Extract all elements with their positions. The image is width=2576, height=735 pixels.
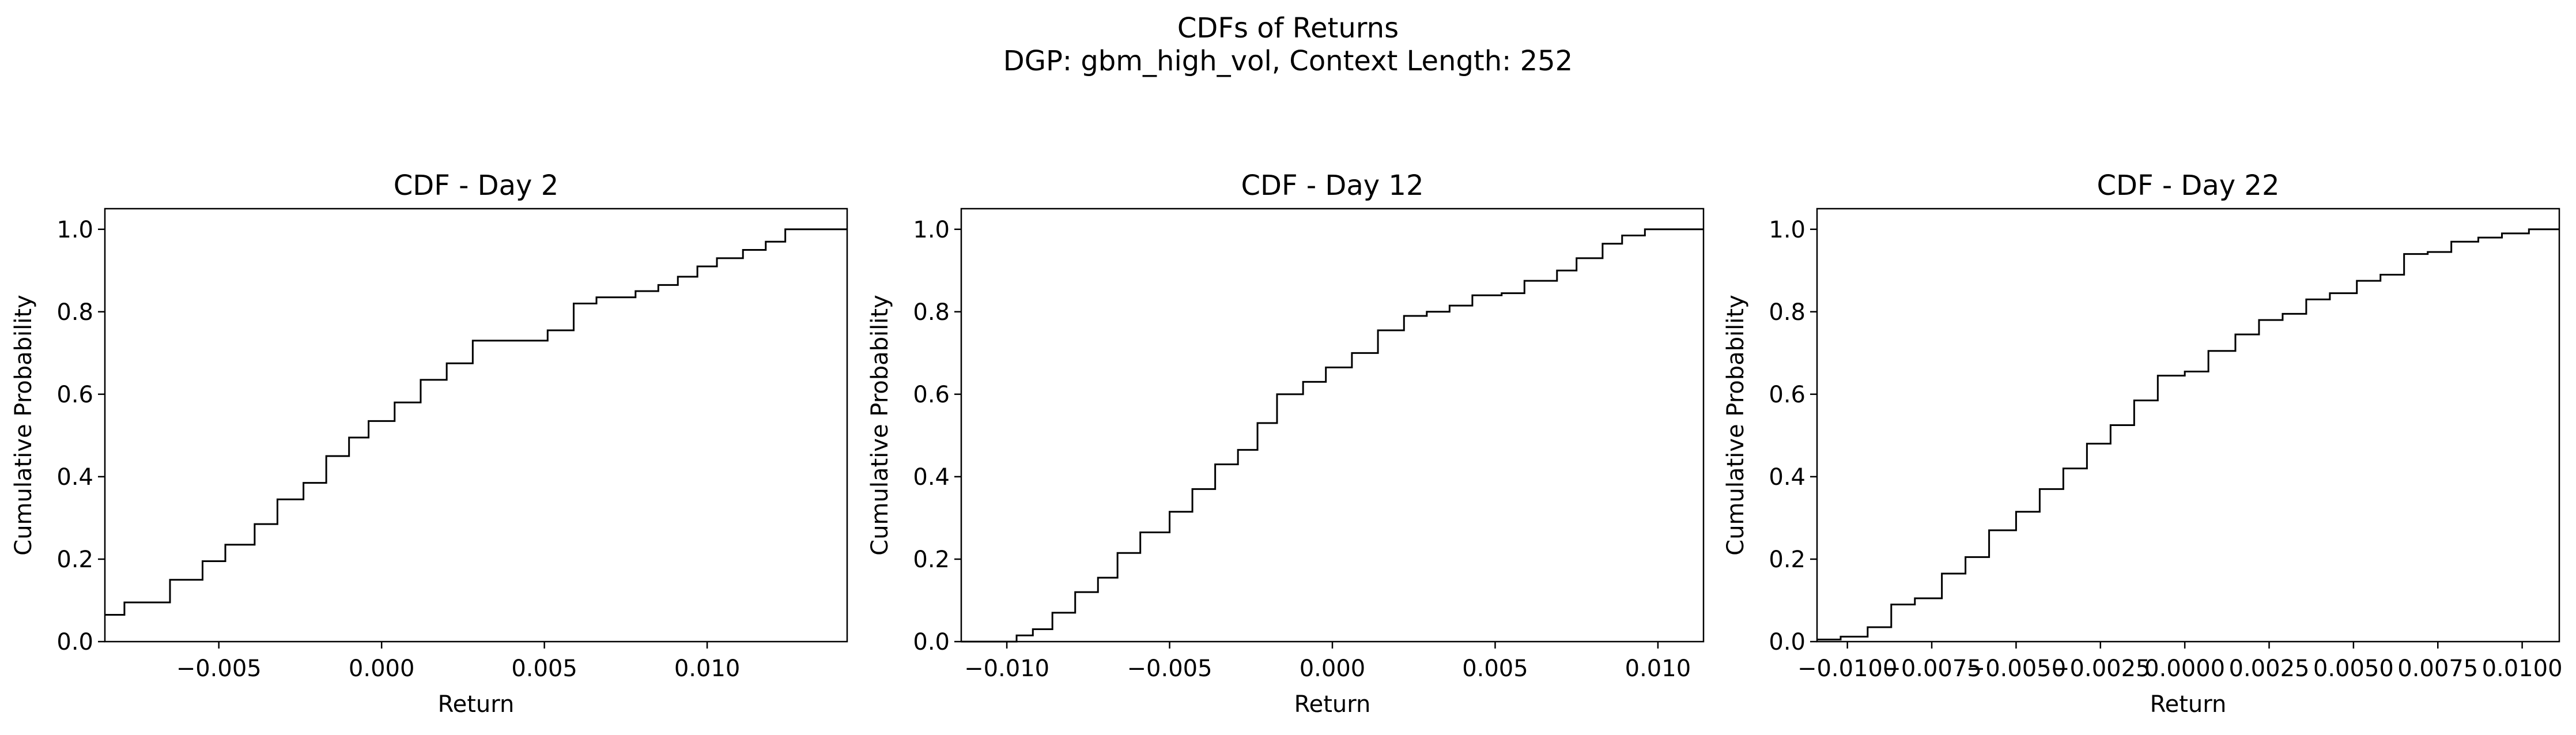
x-axis-label: Return [1294,691,1371,718]
y-tick-label: 0.4 [1769,464,1806,491]
x-tick-label: 0.0050 [2313,655,2394,682]
x-tick-label: −0.010 [964,655,1049,682]
y-axis-label: Cumulative Probability [1723,295,1749,555]
x-tick-label: −0.005 [176,655,262,682]
x-tick-label: −0.005 [1127,655,1213,682]
x-tick-label: 0.0000 [2144,655,2225,682]
cdf-step-line [961,228,1704,643]
panel-title: CDF - Day 12 [1241,169,1423,202]
axes-frame [104,208,848,643]
y-axis-label: Cumulative Probability [10,295,37,555]
x-tick-label: 0.0025 [2229,655,2310,682]
x-axis-label: Return [438,691,515,718]
x-tick-label: −0.0075 [1882,655,1981,682]
figure-title: CDFs of Returns [1177,12,1399,44]
panel-title: CDF - Day 2 [394,169,559,202]
x-tick-label: 0.010 [1625,655,1691,682]
figure-subtitle: DGP: gbm_high_vol, Context Length: 252 [1003,45,1573,77]
y-tick-label: 0.4 [913,464,950,491]
x-tick-label: −0.0050 [1966,655,2066,682]
cdf-panel-day-2: CDF - Day 2 0.0 0.2 0.4 0.6 0.8 1.0 −0.005 0.0… [10,169,848,718]
x-tick-label: 0.0075 [2397,655,2478,682]
x-tick-label: −0.0025 [2050,655,2150,682]
axes-frame [1816,208,2560,643]
axes-frame [960,208,1705,643]
cdf-panel-day-12: CDF - Day 12 0.0 0.2 0.4 0.6 0.8 1.0 −0.010 −0… [867,169,1705,718]
y-tick-label: 1.0 [1769,217,1806,243]
y-tick-label: 0.0 [1769,629,1806,655]
y-tick-label: 0.6 [56,382,93,408]
y-tick-label: 0.8 [56,299,93,326]
y-tick-label: 1.0 [913,217,950,243]
y-axis-label: Cumulative Probability [867,295,893,555]
x-axis-label: Return [2150,691,2227,718]
x-tick-label: 0.000 [1300,655,1366,682]
x-tick-label: 0.000 [349,655,415,682]
x-tick-label: −0.0100 [1797,655,1897,682]
y-tick-label: 0.6 [1769,382,1806,408]
y-tick-label: 0.2 [1769,546,1806,573]
y-tick-label: 0.2 [56,546,93,573]
y-tick-label: 0.0 [913,629,950,655]
y-tick-label: 1.0 [56,217,93,243]
panel-title: CDF - Day 22 [2097,169,2279,202]
y-tick-label: 0.6 [913,382,950,408]
y-tick-label: 0.8 [1769,299,1806,326]
x-tick-label: 0.005 [1462,655,1528,682]
y-tick-label: 0.2 [913,546,950,573]
cdf-step-line [1817,228,2559,640]
x-tick-label: 0.0100 [2482,655,2563,682]
x-tick-label: 0.010 [674,655,741,682]
y-tick-label: 0.4 [56,464,93,491]
y-tick-label: 0.8 [913,299,950,326]
cdf-panel-day-22: CDF - Day 22 0.00.20.40.60.81.0 −0.0100−… [1723,169,2563,718]
cdf-step-line [105,228,847,616]
x-tick-label: 0.005 [511,655,577,682]
y-tick-label: 0.0 [56,629,93,655]
